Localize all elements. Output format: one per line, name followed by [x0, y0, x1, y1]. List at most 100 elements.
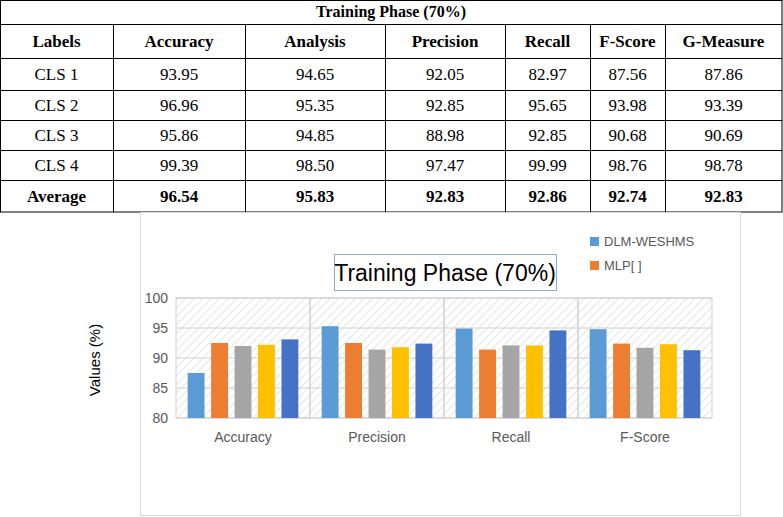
row-line: [0, 24, 782, 25]
bar: [211, 343, 228, 418]
table-cell: 96.54: [160, 187, 199, 206]
table-cell: CLS 3: [35, 126, 79, 145]
bar: [637, 348, 654, 418]
table-cell: 98.78: [704, 156, 742, 175]
bar: [369, 350, 386, 418]
x-tick-label: F-Score: [620, 429, 670, 445]
row-line: [0, 90, 782, 91]
table-cell: 95.86: [160, 126, 198, 145]
table-cell: 88.98: [426, 126, 464, 145]
table-cell: 90.68: [608, 126, 646, 145]
table-cell: 94.65: [296, 65, 334, 84]
col-line: [665, 24, 666, 212]
col-line: [590, 24, 591, 212]
grid-line: [176, 388, 712, 389]
row-line: [0, 180, 782, 181]
bar: [281, 339, 298, 418]
table-cell: 87.86: [704, 65, 742, 84]
bar: [613, 344, 630, 418]
header-cell: Accuracy: [145, 32, 214, 51]
grid-line: [176, 328, 712, 329]
row-line: [0, 150, 782, 151]
bar: [660, 344, 677, 418]
legend-entry: MLP[ ]: [604, 258, 642, 273]
table-cell: 82.97: [528, 65, 567, 84]
chart-title: Training Phase (70%): [334, 260, 556, 286]
table-cell: 92.05: [426, 65, 464, 84]
x-tick-label: Precision: [348, 429, 406, 445]
x-tick-label: Recall: [492, 429, 531, 445]
grid-line: [176, 358, 712, 359]
table-cell: 95.65: [528, 96, 566, 115]
bar: [392, 347, 409, 418]
legend-entry: DLM-WESHMS: [604, 234, 695, 249]
table-cell: 94.85: [296, 126, 334, 145]
y-axis-label: Values (%): [86, 324, 103, 396]
group-panel: [310, 298, 444, 418]
grid-line: [176, 418, 712, 419]
grid-line: [176, 298, 712, 299]
table: Training Phase (70%) Labels Accuracy Analys…: [0, 1, 782, 213]
bar: [258, 345, 275, 418]
row-line: [0, 58, 782, 59]
table-cell: 99.39: [160, 156, 198, 175]
table-cell: CLS 2: [35, 96, 79, 115]
table-cell: 92.83: [704, 187, 742, 206]
table-cell: 92.74: [608, 187, 647, 206]
bars: [188, 326, 701, 418]
legend-swatch: [590, 261, 599, 270]
header-cell: Recall: [525, 32, 571, 51]
table-cell: 93.39: [704, 96, 742, 115]
y-tick-label: 90: [152, 350, 168, 366]
header-cell: G-Measure: [683, 32, 765, 51]
table-cell: 95.83: [296, 187, 334, 206]
col-line: [385, 24, 386, 212]
col-line: [113, 24, 114, 212]
table-cell: 98.76: [608, 156, 646, 175]
y-tick-label: 100: [145, 290, 169, 306]
chart: Training Phase (70%) Values (%) 80 85 90 95 10…: [86, 213, 741, 516]
y-tick-label: 80: [152, 410, 168, 426]
table-cell: Average: [27, 187, 87, 206]
table-cell: 97.47: [426, 156, 465, 175]
row-line: [0, 120, 782, 121]
table-cell: 92.85: [528, 126, 566, 145]
bar: [526, 345, 543, 418]
bar: [503, 345, 520, 418]
bar: [322, 326, 339, 418]
table-cell: 92.85: [426, 96, 464, 115]
bar: [456, 329, 473, 418]
bar: [683, 350, 700, 418]
table-cell: 92.83: [426, 187, 464, 206]
table-cell: 98.50: [296, 156, 334, 175]
y-tick-label: 85: [152, 380, 168, 396]
table-cell: CLS 4: [35, 156, 79, 175]
group-panel: [578, 298, 712, 418]
bar: [590, 329, 607, 418]
table-cell: 99.99: [528, 156, 566, 175]
table-cell: 93.95: [160, 65, 198, 84]
table-cell: CLS 1: [35, 65, 79, 84]
figure: Training Phase (70%) Labels Accuracy Analys…: [0, 0, 783, 517]
table-frame: [1, 1, 783, 213]
y-tick-label: 95: [152, 320, 168, 336]
table-title: Training Phase (70%): [316, 3, 466, 21]
bar: [345, 343, 362, 418]
table-cell: 92.86: [528, 187, 566, 206]
header-cell: Precision: [412, 32, 479, 51]
bar: [549, 330, 566, 418]
legend-swatch: [590, 237, 599, 246]
col-line: [505, 24, 506, 212]
col-line: [245, 24, 246, 212]
header-cell: Labels: [32, 32, 81, 51]
header-cell: Analysis: [284, 32, 346, 51]
table-cell: 95.35: [296, 96, 334, 115]
bar: [415, 344, 432, 418]
bar: [479, 350, 496, 418]
header-cell: F-Score: [599, 32, 656, 51]
table-cell: 96.96: [160, 96, 198, 115]
chart-area: [141, 213, 741, 516]
bar: [188, 373, 205, 418]
bar: [235, 346, 252, 418]
title-box: [335, 255, 557, 291]
